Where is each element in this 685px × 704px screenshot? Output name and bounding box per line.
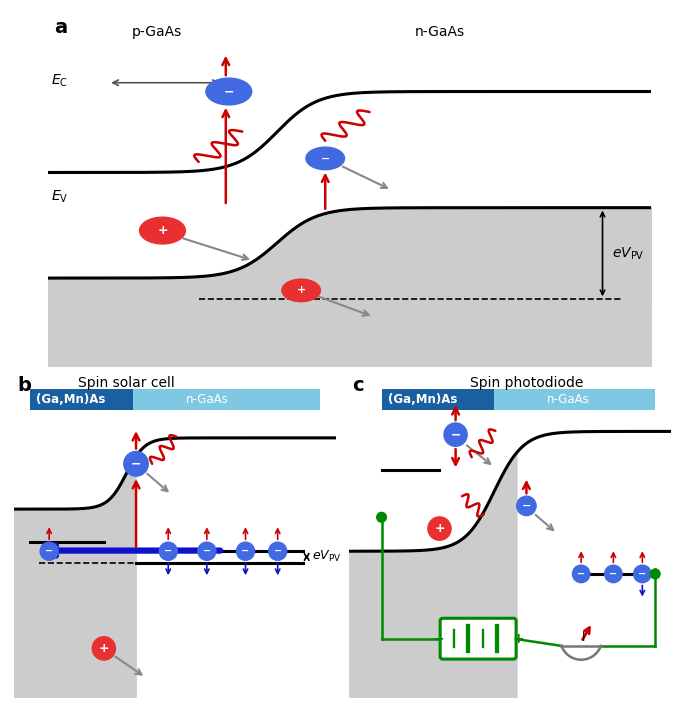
Text: (Ga,Mn)As: (Ga,Mn)As (388, 394, 458, 406)
Text: +: + (512, 631, 524, 646)
Text: −: − (164, 546, 173, 556)
Circle shape (40, 542, 58, 560)
Circle shape (236, 542, 255, 560)
FancyBboxPatch shape (440, 618, 516, 659)
Text: p-GaAs: p-GaAs (132, 25, 182, 39)
Circle shape (444, 423, 467, 446)
Text: $E_{\rm V}$: $E_{\rm V}$ (51, 189, 68, 206)
FancyBboxPatch shape (133, 389, 319, 410)
Text: −: − (577, 569, 585, 579)
Circle shape (124, 451, 148, 476)
Text: −: − (131, 458, 141, 470)
Text: +: + (297, 285, 306, 296)
Text: Spin solar cell: Spin solar cell (78, 377, 175, 390)
Circle shape (306, 147, 345, 170)
Text: −: − (45, 546, 53, 556)
Text: −: − (241, 546, 249, 556)
Text: n-GaAs: n-GaAs (414, 25, 465, 39)
Circle shape (206, 78, 251, 105)
Text: −: − (273, 546, 282, 556)
Circle shape (605, 565, 622, 583)
Circle shape (377, 513, 386, 522)
Text: −: − (223, 85, 234, 98)
Text: c: c (353, 377, 364, 396)
Text: −: − (522, 501, 531, 511)
Text: −: − (609, 569, 617, 579)
Circle shape (269, 542, 287, 560)
Circle shape (428, 517, 451, 540)
FancyBboxPatch shape (494, 389, 655, 410)
Text: −: − (450, 428, 461, 441)
Circle shape (573, 565, 590, 583)
Circle shape (282, 279, 321, 301)
FancyBboxPatch shape (30, 389, 133, 410)
Text: n-GaAs: n-GaAs (547, 394, 590, 406)
Text: −: − (432, 631, 444, 646)
FancyBboxPatch shape (382, 389, 494, 410)
Circle shape (516, 496, 536, 515)
Text: −: − (203, 546, 211, 556)
Text: $E_{\rm C}$: $E_{\rm C}$ (51, 73, 68, 89)
Circle shape (634, 565, 651, 583)
Text: $eV_{\rm PV}$: $eV_{\rm PV}$ (612, 245, 644, 262)
Text: +: + (434, 522, 445, 535)
Text: I: I (582, 631, 586, 643)
Circle shape (650, 569, 660, 579)
Text: n-GaAs: n-GaAs (186, 394, 228, 406)
Text: −: − (638, 569, 647, 579)
Text: +: + (157, 224, 168, 237)
Text: $eV_{\rm PV}$: $eV_{\rm PV}$ (312, 549, 341, 565)
Text: −: − (321, 153, 330, 163)
Text: Spin photodiode: Spin photodiode (470, 377, 583, 390)
Circle shape (159, 542, 177, 560)
Circle shape (198, 542, 216, 560)
Text: (Ga,Mn)As: (Ga,Mn)As (36, 394, 105, 406)
Circle shape (140, 218, 186, 244)
Circle shape (92, 636, 116, 660)
Text: a: a (54, 18, 67, 37)
Text: +: + (99, 642, 109, 655)
Text: b: b (17, 377, 31, 396)
